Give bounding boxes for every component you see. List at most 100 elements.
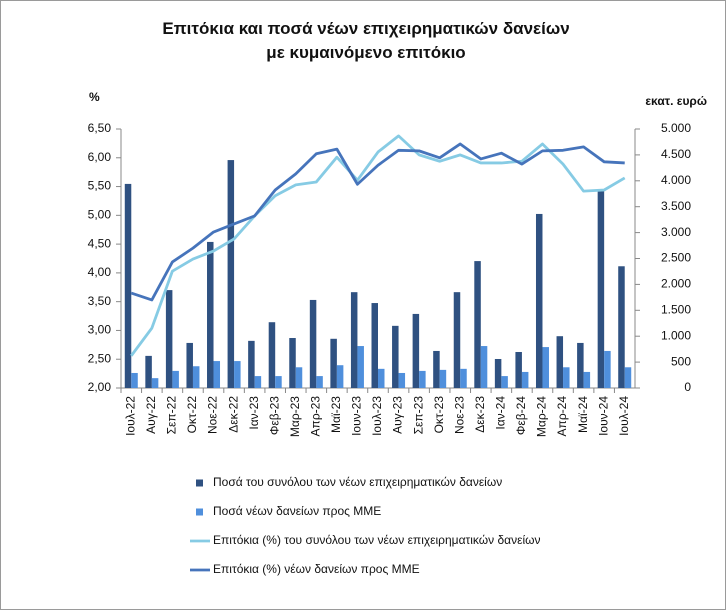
bar <box>542 347 549 388</box>
x-tick-label: Ιουν-23 <box>350 396 364 436</box>
bar <box>357 346 364 388</box>
x-tick-label: Φεβ-23 <box>267 396 281 435</box>
legend-swatch <box>196 508 203 516</box>
y2-tick-label: 2.500 <box>661 251 691 265</box>
bar <box>535 213 543 388</box>
bar <box>186 342 193 388</box>
bar <box>275 376 282 388</box>
bar <box>604 350 611 388</box>
y-tick-label: 4,00 <box>88 265 112 279</box>
bar <box>474 261 481 388</box>
bar <box>433 350 440 388</box>
bar <box>453 292 461 388</box>
y2-tick-label: 0 <box>684 380 691 394</box>
bar <box>583 371 591 388</box>
bar <box>227 160 235 388</box>
x-tick-label: Σεπ-22 <box>165 396 179 435</box>
x-tick-label: Μαρ-24 <box>535 396 549 437</box>
x-tick-label: Νοε-22 <box>206 396 220 434</box>
line <box>130 134 626 357</box>
bar <box>556 336 564 388</box>
bar <box>151 378 159 388</box>
bar <box>295 367 303 388</box>
bar <box>248 340 255 388</box>
bar <box>289 338 296 388</box>
x-tick-label: Ιουλ-22 <box>123 396 137 436</box>
line <box>130 142 625 302</box>
x-tick-label: Οκτ-22 <box>185 396 199 434</box>
legend-label: Ποσά νέων δανείων προς ΜΜΕ <box>213 504 381 518</box>
y-tick-label: 5,50 <box>88 179 112 193</box>
bar <box>460 368 467 388</box>
y-tick-label: 6,00 <box>88 150 112 164</box>
x-tick-label: Αυγ-22 <box>144 396 158 434</box>
y2-tick-label: 4.500 <box>661 147 691 161</box>
y2-tick-label: 3.500 <box>661 199 691 213</box>
y2-tick-label: 4.000 <box>661 173 691 187</box>
chart-title: Επιτόκια και ποσά νέων επιχειρηματικών δ… <box>162 19 570 62</box>
bar <box>392 325 399 388</box>
x-tick-label: Δεκ-23 <box>473 396 487 433</box>
y-tick-label: 4,50 <box>88 236 112 250</box>
bar <box>145 355 152 388</box>
y-axis-label: % <box>89 90 100 104</box>
legend-swatch <box>196 479 203 487</box>
bar <box>268 322 276 388</box>
bar <box>124 183 132 388</box>
y-tick-label: 3,00 <box>88 323 112 337</box>
bar <box>234 361 241 388</box>
legend-label: Επιτόκια (%) του συνόλου των νέων επιχει… <box>213 533 541 547</box>
bar <box>480 346 488 388</box>
bar <box>494 358 502 388</box>
y2-tick-label: 5.000 <box>661 121 691 135</box>
x-tick-label: Απρ-24 <box>555 396 569 437</box>
bar <box>213 361 221 388</box>
bar <box>618 266 625 388</box>
bar <box>330 338 337 388</box>
y-tick-label: 3,50 <box>88 294 112 308</box>
bar <box>412 313 420 388</box>
x-tick-label: Σεπ-23 <box>411 396 425 435</box>
bar <box>172 370 179 388</box>
bar <box>563 367 570 388</box>
y-tick-label: 2,00 <box>88 380 112 394</box>
x-tick-label: Μαρ-23 <box>288 396 302 437</box>
x-tick-label: Νοε-23 <box>452 396 466 434</box>
x-tick-label: Ιουν-24 <box>596 396 610 436</box>
bar <box>398 372 406 388</box>
bar <box>624 367 632 388</box>
x-tick-label: Φεβ-24 <box>514 396 528 435</box>
bar <box>192 366 200 388</box>
y2-tick-label: 2.000 <box>661 277 691 291</box>
x-tick-label: Ιουλ-24 <box>617 396 631 436</box>
x-tick-label: Μαϊ-23 <box>329 396 343 433</box>
bar <box>597 191 605 388</box>
x-tick-label: Δεκ-22 <box>226 396 240 433</box>
y-tick-label: 2,50 <box>88 351 112 365</box>
bar <box>254 376 262 388</box>
x-tick-label: Ιουλ-23 <box>370 396 384 436</box>
x-tick-label: Ιαν-24 <box>494 396 508 430</box>
y2-tick-label: 3.000 <box>661 225 691 239</box>
bar <box>501 376 508 388</box>
bar <box>419 370 426 388</box>
bar <box>439 369 447 388</box>
bar <box>577 342 584 388</box>
y2-tick-label: 1.500 <box>661 302 691 316</box>
bar <box>165 290 173 388</box>
y-tick-label: 5,00 <box>88 208 112 222</box>
bar <box>336 365 344 388</box>
legend-label: Επιτόκια (%) νέων δανείων προς ΜΜΕ <box>213 562 420 576</box>
bar <box>521 371 529 388</box>
y-tick-label: 6,50 <box>88 121 112 135</box>
bar <box>371 303 378 388</box>
bar <box>316 376 323 388</box>
y2-tick-label: 1.000 <box>661 328 691 342</box>
x-tick-label: Οκτ-23 <box>432 396 446 434</box>
legend-label: Ποσά του συνόλου των νέων επιχειρηματικώ… <box>213 475 502 489</box>
y2-tick-label: 500 <box>671 354 691 368</box>
x-tick-label: Μαϊ-24 <box>576 396 590 433</box>
bar <box>131 372 138 388</box>
